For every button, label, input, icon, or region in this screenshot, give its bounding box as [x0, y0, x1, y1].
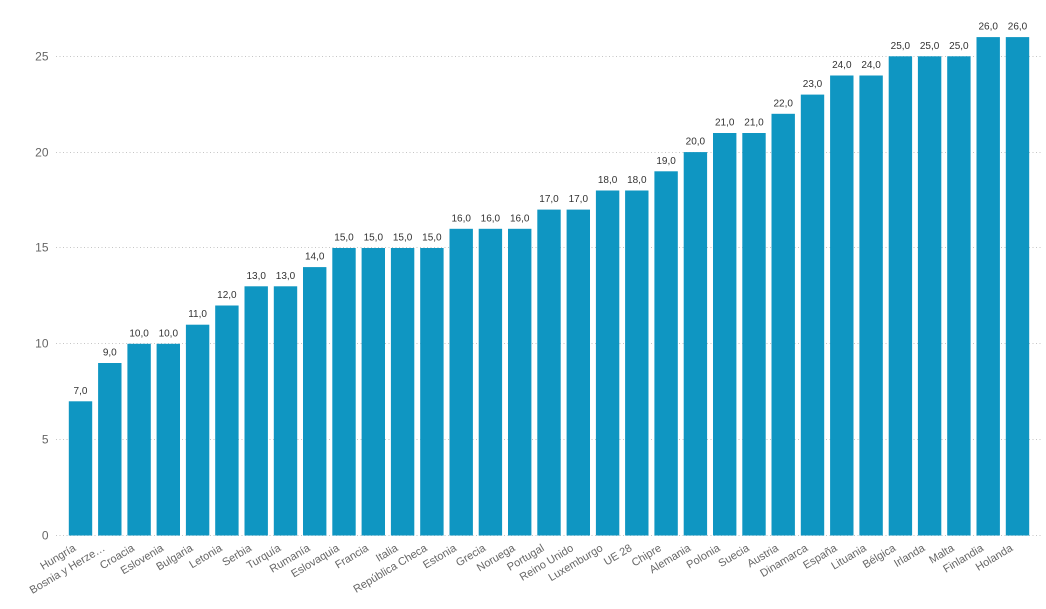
svg-text:0: 0: [42, 529, 49, 543]
svg-text:18,0: 18,0: [627, 175, 647, 186]
svg-text:21,0: 21,0: [715, 118, 735, 129]
svg-text:20: 20: [35, 146, 49, 160]
svg-text:18,0: 18,0: [598, 175, 618, 186]
svg-text:15,0: 15,0: [364, 233, 384, 244]
svg-text:24,0: 24,0: [832, 60, 852, 71]
svg-text:26,0: 26,0: [1008, 22, 1028, 33]
svg-text:21,0: 21,0: [744, 118, 764, 129]
svg-text:24,0: 24,0: [861, 60, 881, 71]
svg-text:20,0: 20,0: [686, 137, 706, 148]
svg-text:25,0: 25,0: [949, 41, 969, 52]
svg-text:22,0: 22,0: [773, 98, 793, 109]
svg-text:17,0: 17,0: [539, 194, 559, 205]
svg-text:10: 10: [35, 337, 49, 351]
svg-text:12,0: 12,0: [217, 290, 237, 301]
svg-text:16,0: 16,0: [510, 213, 530, 224]
svg-text:14,0: 14,0: [305, 252, 325, 263]
svg-text:5: 5: [42, 433, 49, 447]
svg-text:13,0: 13,0: [276, 271, 296, 282]
svg-text:16,0: 16,0: [481, 213, 501, 224]
svg-text:13,0: 13,0: [246, 271, 266, 282]
svg-text:7,0: 7,0: [74, 386, 88, 397]
svg-text:25,0: 25,0: [891, 41, 911, 52]
svg-text:15: 15: [35, 241, 49, 255]
svg-text:16,0: 16,0: [451, 213, 471, 224]
svg-text:25,0: 25,0: [920, 41, 940, 52]
svg-text:9,0: 9,0: [103, 348, 117, 359]
svg-text:26,0: 26,0: [978, 22, 998, 33]
svg-text:15,0: 15,0: [422, 233, 442, 244]
svg-text:10,0: 10,0: [129, 328, 149, 339]
svg-text:17,0: 17,0: [569, 194, 589, 205]
svg-text:10,0: 10,0: [159, 328, 179, 339]
svg-text:25: 25: [35, 50, 49, 64]
svg-text:15,0: 15,0: [393, 233, 413, 244]
svg-text:19,0: 19,0: [656, 156, 676, 167]
svg-text:11,0: 11,0: [188, 309, 207, 320]
svg-text:15,0: 15,0: [334, 233, 354, 244]
svg-text:23,0: 23,0: [803, 79, 823, 90]
